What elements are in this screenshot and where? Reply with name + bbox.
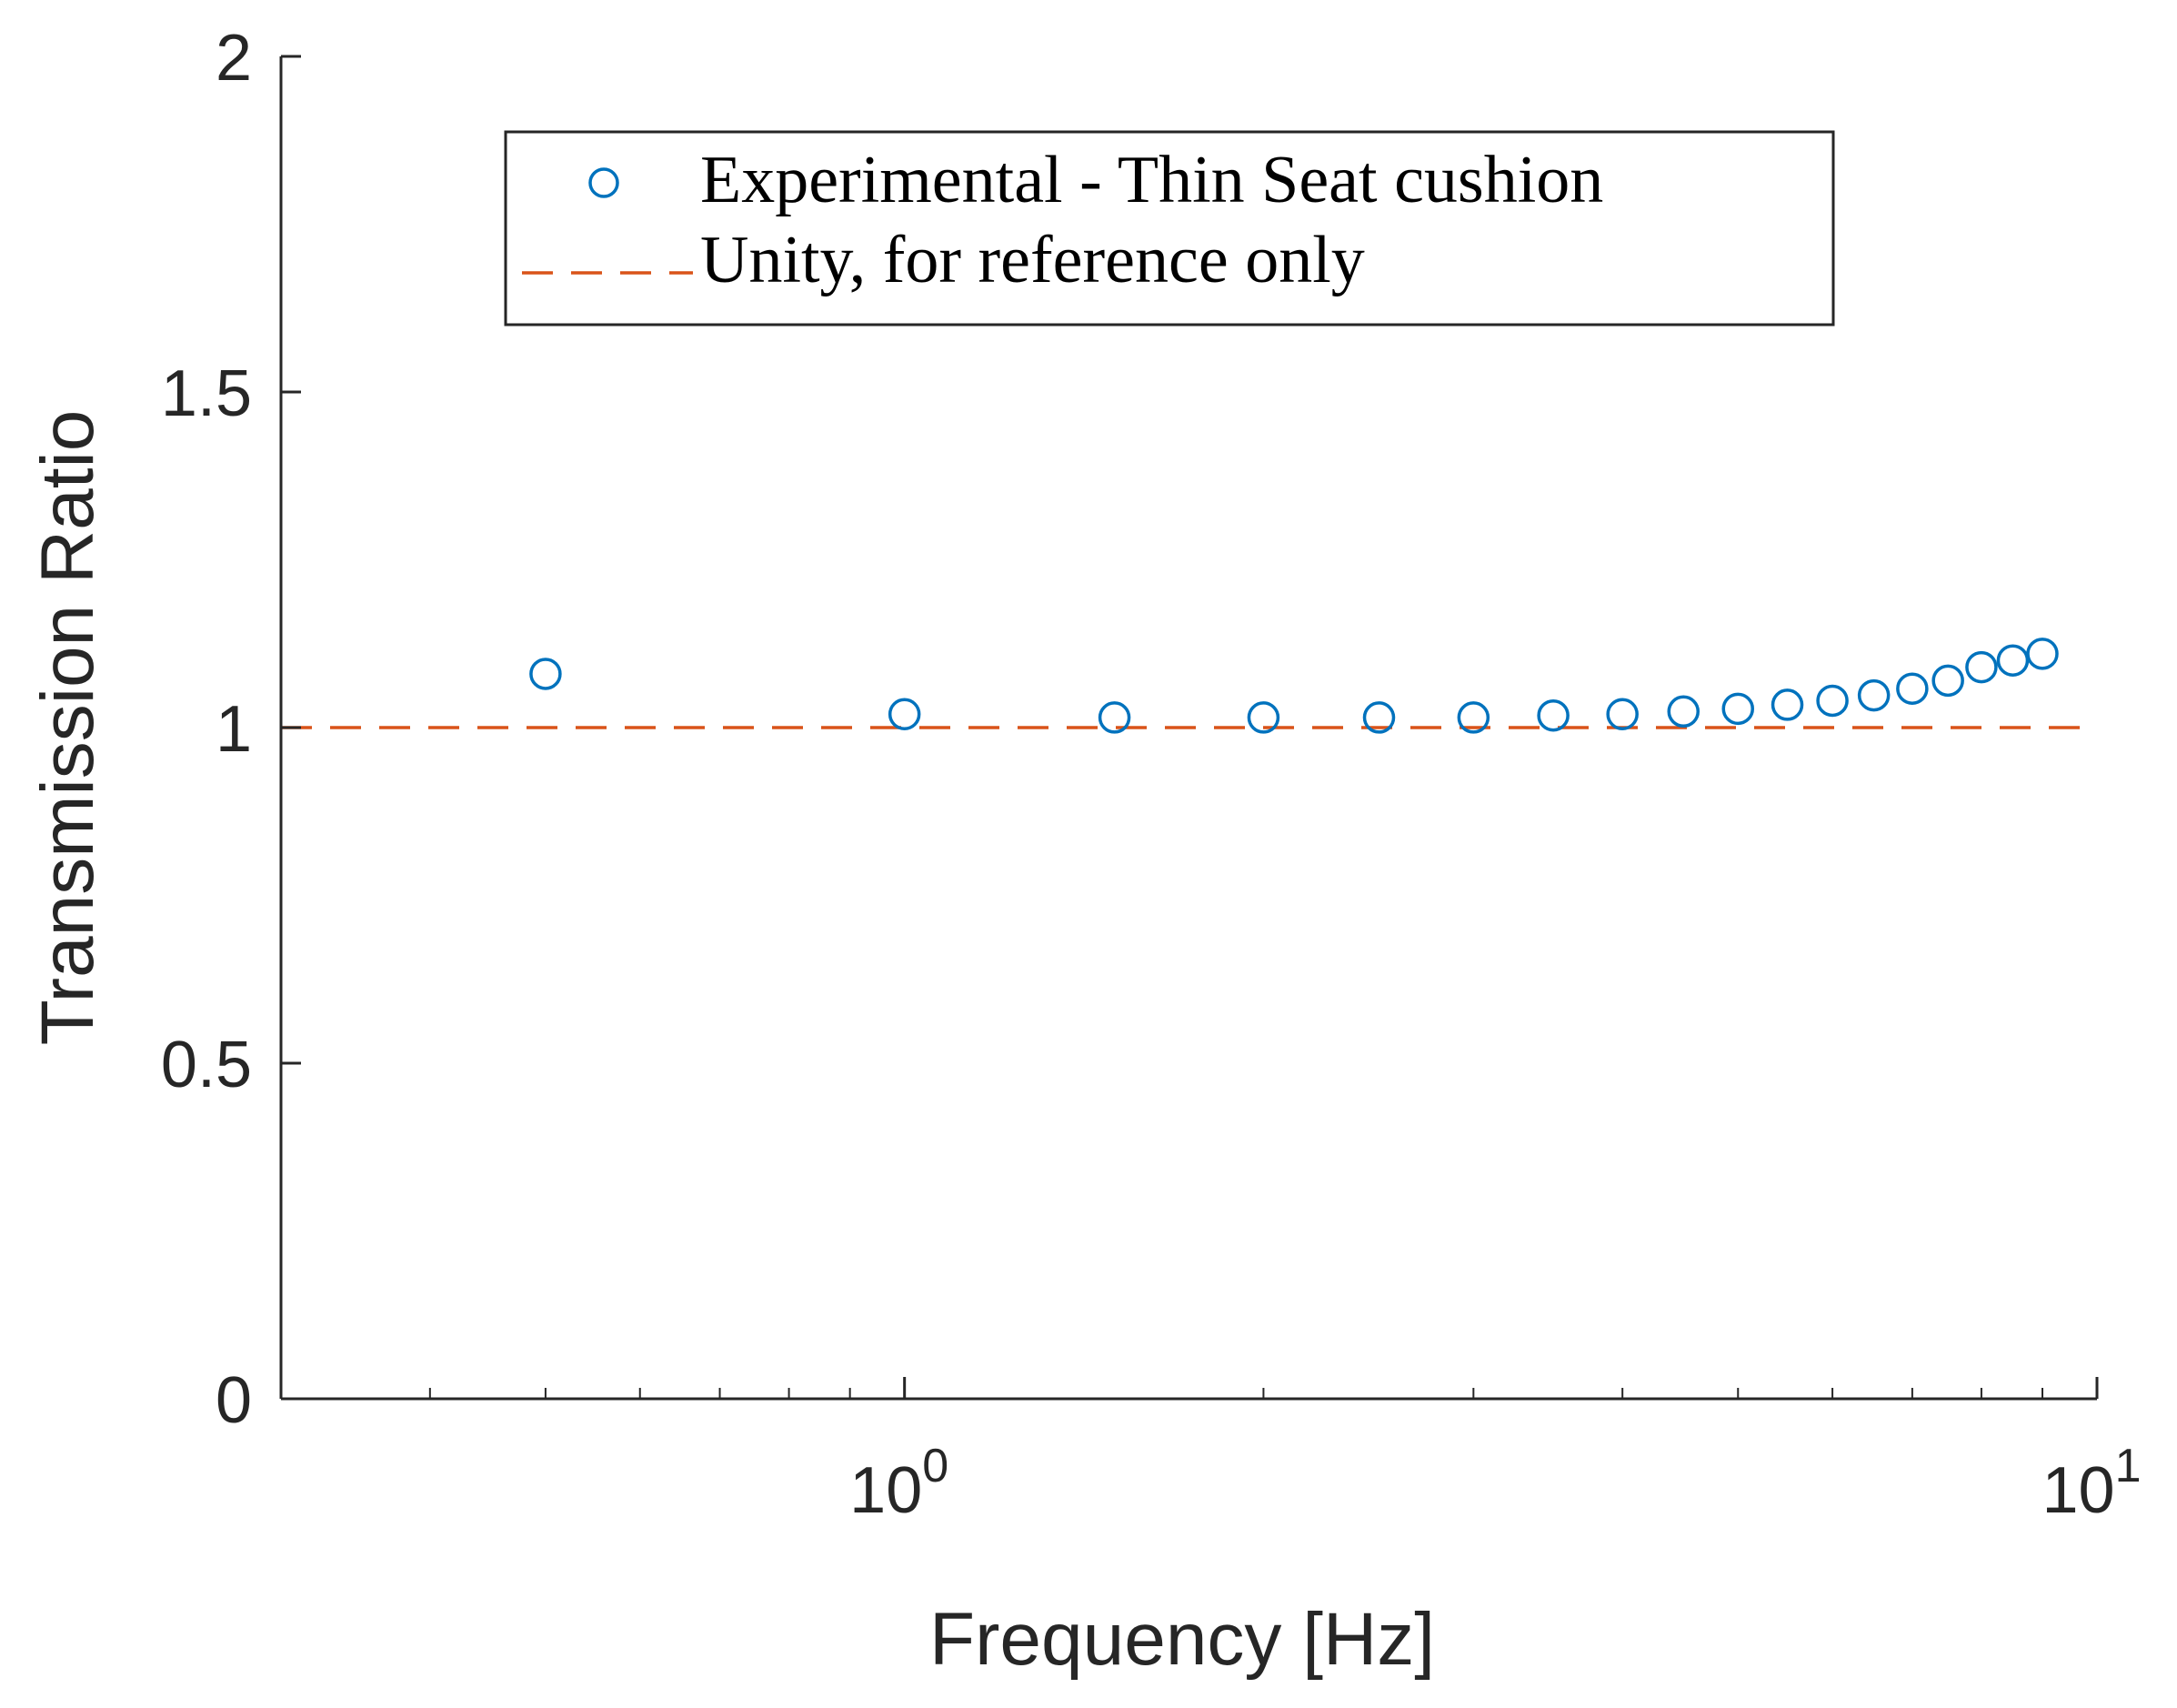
x-tick-label: 101 bbox=[2042, 1440, 2141, 1527]
plot-area bbox=[281, 638, 2097, 734]
x-axis-title: Frequency [Hz] bbox=[929, 1598, 1435, 1681]
y-axis-title: Transmission Ratio bbox=[26, 410, 109, 1046]
x-tick-exponent: 0 bbox=[922, 1440, 948, 1492]
data-point bbox=[1721, 692, 1754, 726]
data-point bbox=[1857, 678, 1891, 712]
legend-box bbox=[504, 130, 1835, 327]
data-point bbox=[1896, 672, 1929, 705]
y-tick-label: 2 bbox=[216, 22, 252, 95]
x-tick-base: 10 bbox=[2042, 1454, 2114, 1527]
legend-label-experimental: Experimental - Thin Seat cushion bbox=[700, 143, 1603, 217]
data-point bbox=[1996, 644, 2030, 677]
y-tick-label: 0.5 bbox=[161, 1029, 252, 1101]
y-tick-label: 1.5 bbox=[161, 357, 252, 430]
data-point bbox=[1667, 695, 1700, 728]
x-tick-base: 10 bbox=[849, 1454, 922, 1527]
x-tick-label: 100 bbox=[849, 1440, 948, 1527]
legend-label-unity: Unity, for reference only bbox=[700, 223, 1365, 297]
data-point bbox=[529, 658, 562, 690]
data-point bbox=[1816, 684, 1849, 718]
data-point bbox=[1247, 701, 1280, 734]
data-point bbox=[1931, 664, 1964, 698]
data-point bbox=[1457, 701, 1490, 734]
data-point bbox=[1537, 698, 1570, 732]
data-point bbox=[1098, 701, 1131, 734]
data-point bbox=[1362, 701, 1396, 734]
data-point bbox=[1771, 688, 1804, 721]
x-tick-exponent: 1 bbox=[2115, 1440, 2142, 1492]
legend-marker-circle bbox=[588, 167, 619, 198]
data-point bbox=[2026, 638, 2059, 670]
data-point bbox=[888, 698, 921, 730]
data-point bbox=[1606, 698, 1639, 730]
y-tick-label: 1 bbox=[216, 693, 252, 766]
axes bbox=[279, 55, 2099, 1401]
data-point bbox=[1965, 650, 1998, 684]
y-tick-label: 0 bbox=[216, 1364, 252, 1437]
